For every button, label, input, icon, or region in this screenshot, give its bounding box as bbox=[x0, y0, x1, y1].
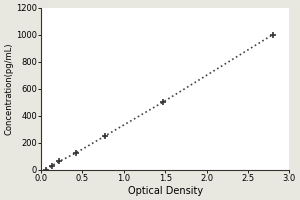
X-axis label: Optical Density: Optical Density bbox=[128, 186, 203, 196]
Point bbox=[57, 160, 62, 163]
Point bbox=[44, 168, 49, 171]
Point bbox=[102, 134, 107, 138]
Y-axis label: Concentration(pg/mL): Concentration(pg/mL) bbox=[4, 43, 13, 135]
Point bbox=[160, 101, 165, 104]
Point bbox=[50, 164, 54, 167]
Point bbox=[270, 33, 275, 36]
Point bbox=[74, 151, 78, 155]
